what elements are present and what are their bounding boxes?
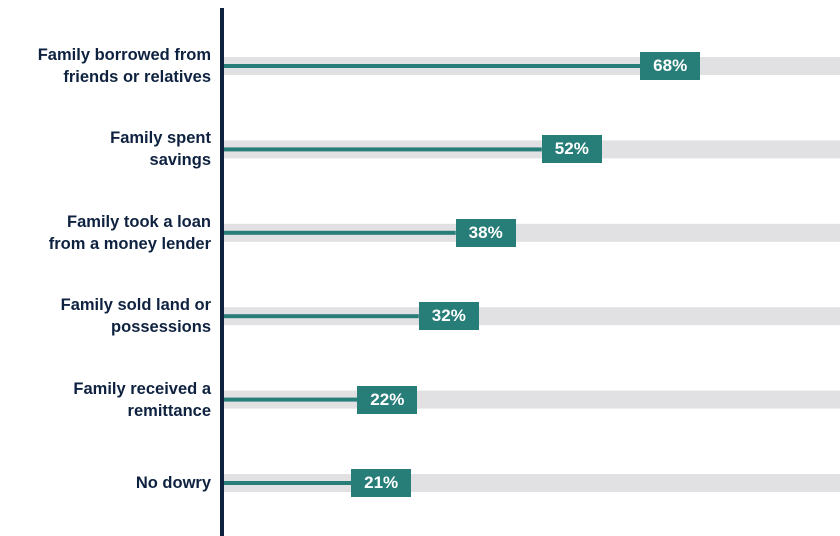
bar: [222, 397, 358, 402]
bar: [222, 230, 456, 235]
value-label: 68%: [640, 52, 701, 80]
category-label: Family spent savings: [110, 129, 211, 170]
value-label: 52%: [541, 135, 602, 164]
category-label: Family borrowed from friends or relative…: [37, 46, 211, 86]
value-label: 32%: [418, 302, 479, 331]
category-label: No dowry: [135, 474, 211, 492]
value-label: 22%: [357, 385, 418, 414]
bar: [222, 64, 641, 68]
track: [222, 307, 840, 326]
value-label: 21%: [351, 469, 412, 497]
category-label: Family received a remittance: [73, 379, 211, 420]
track: [222, 223, 840, 242]
bar: [222, 314, 419, 319]
bar: [222, 481, 352, 485]
category-label: Family took a loan from a money lender: [48, 212, 211, 253]
category-label: Family sold land or possessions: [60, 296, 211, 337]
bar: [222, 147, 542, 152]
value-label: 38%: [455, 218, 516, 247]
